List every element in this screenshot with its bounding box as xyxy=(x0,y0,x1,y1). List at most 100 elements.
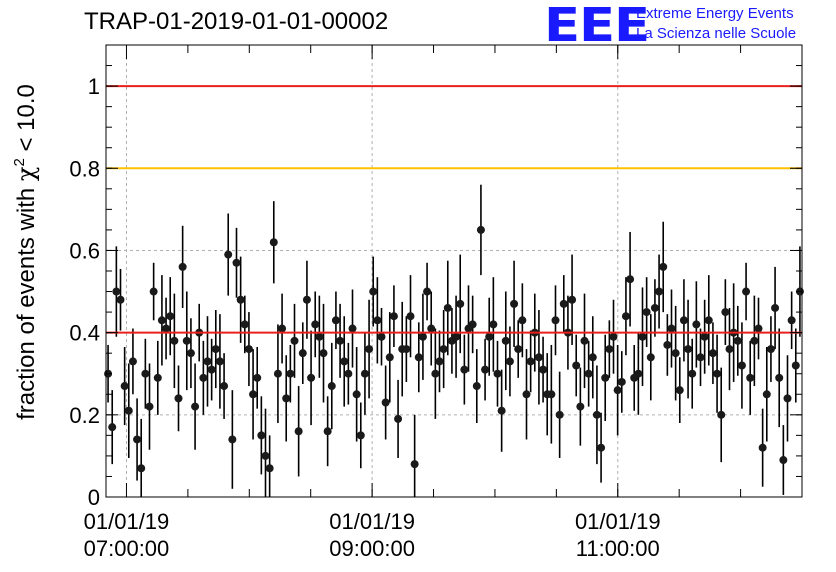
data-point xyxy=(667,324,676,333)
data-point xyxy=(112,287,121,296)
data-point xyxy=(253,373,262,382)
data-point xyxy=(526,357,535,366)
y-axis-label-text: fraction of events with xyxy=(13,181,40,420)
logo-line-2: La Scienza nelle Scuole xyxy=(636,25,797,42)
data-point xyxy=(754,324,763,333)
data-point xyxy=(244,345,253,354)
data-point xyxy=(605,345,614,354)
data-point xyxy=(249,390,258,399)
data-point xyxy=(348,324,357,333)
data-point xyxy=(389,312,398,321)
y-tick-label: 0.8 xyxy=(69,156,100,181)
data-point xyxy=(240,320,249,329)
data-point xyxy=(696,353,705,362)
data-point xyxy=(207,365,216,374)
data-point xyxy=(137,464,146,473)
data-point xyxy=(157,316,166,325)
data-point xyxy=(568,295,577,304)
data-point xyxy=(116,295,125,304)
data-point xyxy=(659,262,668,271)
data-point xyxy=(377,332,386,341)
data-point xyxy=(427,324,436,333)
data-point xyxy=(261,451,270,460)
data-point xyxy=(704,316,713,325)
data-point xyxy=(746,373,755,382)
data-point xyxy=(452,332,461,341)
data-point xyxy=(232,258,241,267)
data-point xyxy=(145,402,154,411)
data-point xyxy=(634,369,643,378)
x-tick-label-time: 11:00:00 xyxy=(576,536,660,561)
data-point xyxy=(663,340,672,349)
data-point xyxy=(215,357,224,366)
data-point xyxy=(149,287,158,296)
data-point xyxy=(307,373,316,382)
data-point xyxy=(522,390,531,399)
data-point xyxy=(360,369,369,378)
data-point xyxy=(766,345,775,354)
y-axis-label-sup: 2 xyxy=(11,158,28,166)
x-tick-label-time: 07:00:00 xyxy=(84,536,170,561)
data-point xyxy=(298,349,307,358)
data-point xyxy=(302,295,311,304)
data-point xyxy=(725,345,734,354)
data-point xyxy=(352,390,361,399)
data-point xyxy=(771,303,780,312)
y-axis-label-tail: < 10.0 xyxy=(13,84,40,158)
logo-mark: EEE xyxy=(544,0,650,52)
data-point xyxy=(431,369,440,378)
data-point xyxy=(775,373,784,382)
data-point xyxy=(592,410,601,419)
data-points xyxy=(104,225,804,473)
x-tick-label-date: 01/01/19 xyxy=(575,509,661,534)
data-point xyxy=(692,320,701,329)
data-point xyxy=(336,336,345,345)
grid xyxy=(106,45,802,497)
data-point xyxy=(580,336,589,345)
data-point xyxy=(191,402,200,411)
data-point xyxy=(559,299,568,308)
data-point xyxy=(228,435,237,444)
data-point xyxy=(472,382,481,391)
data-point xyxy=(510,299,519,308)
data-point xyxy=(609,332,618,341)
data-point xyxy=(671,349,680,358)
data-point xyxy=(547,390,556,399)
page-title: TRAP-01-2019-01-01-00002 xyxy=(84,8,389,35)
y-tick-label: 0.2 xyxy=(69,403,100,428)
data-point xyxy=(418,332,427,341)
data-point xyxy=(385,353,394,362)
data-point xyxy=(626,275,635,284)
data-point xyxy=(273,369,282,378)
data-point xyxy=(481,365,490,374)
plot-frame xyxy=(105,44,803,498)
data-point xyxy=(290,336,299,345)
data-point xyxy=(174,394,183,403)
data-point xyxy=(186,349,195,358)
data-point xyxy=(402,345,411,354)
data-point xyxy=(551,316,560,325)
svg-text:fraction of events with χ2 < 1: fraction of events with χ2 < 10.0 xyxy=(11,84,40,420)
reference-lines xyxy=(106,85,802,334)
x-tick-label-date: 01/01/19 xyxy=(329,509,415,534)
data-point xyxy=(721,308,730,317)
data-point xyxy=(356,431,365,440)
data-point xyxy=(381,398,390,407)
data-point xyxy=(688,369,697,378)
data-point xyxy=(787,316,796,325)
data-point xyxy=(406,312,415,321)
data-point xyxy=(655,287,664,296)
data-point xyxy=(211,345,220,354)
data-point xyxy=(717,410,726,419)
data-point xyxy=(410,460,419,469)
data-point xyxy=(750,336,759,345)
data-point xyxy=(493,369,502,378)
x-tick-label-time: 09:00:00 xyxy=(329,536,415,561)
data-point xyxy=(613,386,622,395)
y-tick-label: 0.6 xyxy=(69,238,100,263)
data-point xyxy=(323,427,332,436)
data-point xyxy=(394,414,403,423)
data-point xyxy=(311,320,320,329)
data-point xyxy=(373,316,382,325)
